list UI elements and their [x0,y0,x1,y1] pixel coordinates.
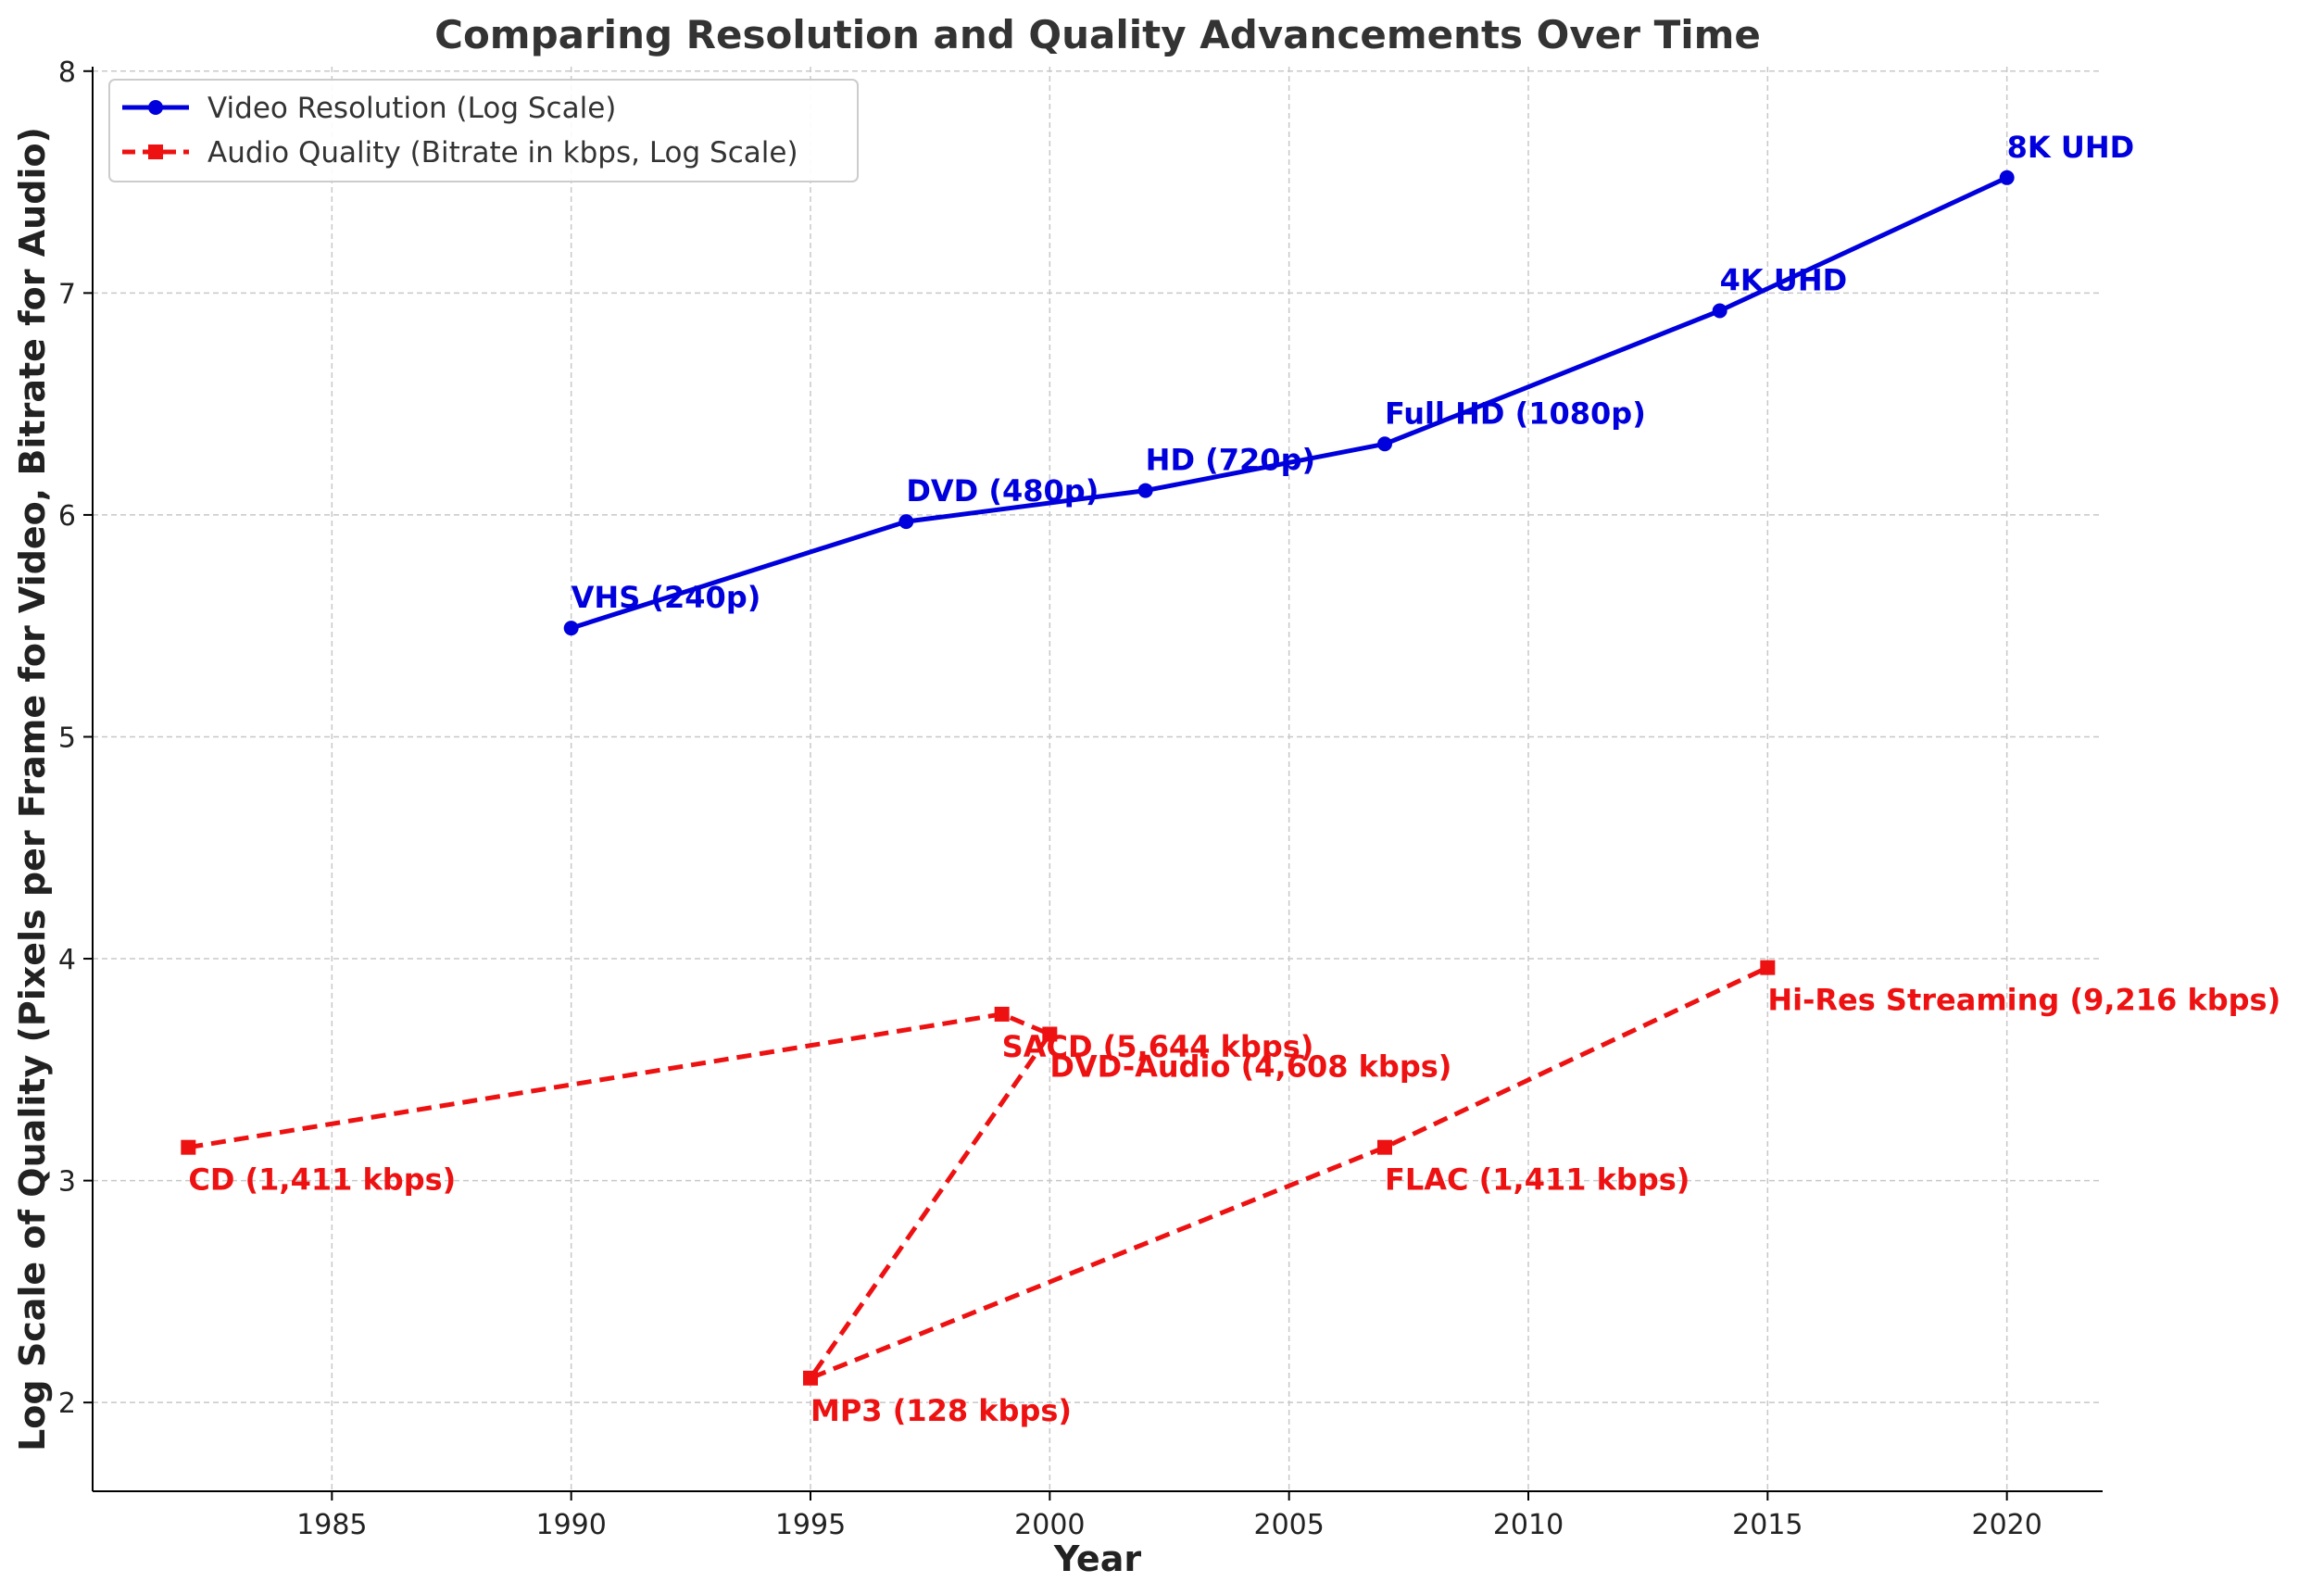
x-tick-label: 1995 [775,1509,846,1541]
legend-box [108,79,859,182]
x-tick-label: 2015 [1732,1509,1803,1541]
audio-data-point [994,1006,1010,1022]
audio-data-point [803,1370,818,1386]
video-point-label: 8K UHD [2007,130,2135,165]
video-point-label: DVD (480p) [906,473,1099,509]
legend-entry: Video Resolution (Log Scale) [207,92,616,125]
video-point-label: 4K UHD [1720,263,1848,298]
y-tick-label: 5 [58,722,76,754]
audio-data-point [1042,1026,1058,1042]
x-tick-label: 2010 [1493,1509,1564,1541]
x-tick-label: 2020 [1971,1509,2041,1541]
y-axis-label: Log Scale of Quality (Pixels per Frame f… [12,127,53,1451]
x-tick-label: 1990 [535,1509,606,1541]
video-data-point [1377,436,1392,452]
video-data-point [1999,170,2015,185]
video-data-point [898,514,914,530]
point-labels: VHS (240p) DVD (480p) HD (720p) Full HD (10… [188,130,2280,1428]
audio-data-point [1377,1139,1392,1155]
y-tick-label: 7 [58,278,76,310]
legend-marker [148,100,163,115]
chart-title: Comparing Resolution and Quality Advance… [434,12,1761,57]
video-series-line [570,175,2008,631]
video-point-label: Full HD (1080p) [1385,396,1646,431]
y-tick-label: 8 [58,57,76,89]
series [181,170,2015,1386]
audio-point-label: DVD-Audio (4,608 kbps) [1049,1049,1451,1084]
video-data-point [1712,303,1727,319]
grid [93,67,2103,1491]
x-tick-label: 2005 [1253,1509,1324,1541]
audio-data-point [1760,960,1776,975]
legend-marker [148,144,163,159]
audio-data-point [181,1139,196,1155]
x-axis-ticks: 1985 1990 1995 2000 2005 2010 2015 2020 [296,1491,2042,1541]
x-tick-label: 2000 [1014,1509,1085,1541]
video-point-label: HD (720p) [1146,443,1315,478]
legend: Video Resolution (Log Scale) Audio Qualit… [108,79,859,182]
audio-point-label: FLAC (1,411 kbps) [1385,1162,1690,1198]
audio-point-label: Hi-Res Streaming (9,216 kbps) [1767,983,2280,1018]
video-data-point [563,621,579,636]
audio-point-label: CD (1,411 kbps) [188,1162,456,1198]
video-data-point [1137,483,1153,498]
video-point-label: VHS (240p) [572,580,761,615]
x-tick-label: 1985 [296,1509,367,1541]
audio-point-label: SACD (5,644 kbps) [1002,1029,1314,1064]
y-tick-label: 2 [58,1388,76,1420]
audio-point-label: MP3 (128 kbps) [810,1393,1072,1428]
y-axis-ticks: 2 3 4 5 6 7 8 [58,57,93,1420]
legend-entry: Audio Quality (Bitrate in kbps, Log Scal… [207,136,798,170]
y-tick-label: 3 [58,1166,76,1199]
y-tick-label: 6 [58,500,76,533]
y-tick-label: 4 [58,944,76,976]
x-axis-label: Year [1053,1538,1141,1579]
